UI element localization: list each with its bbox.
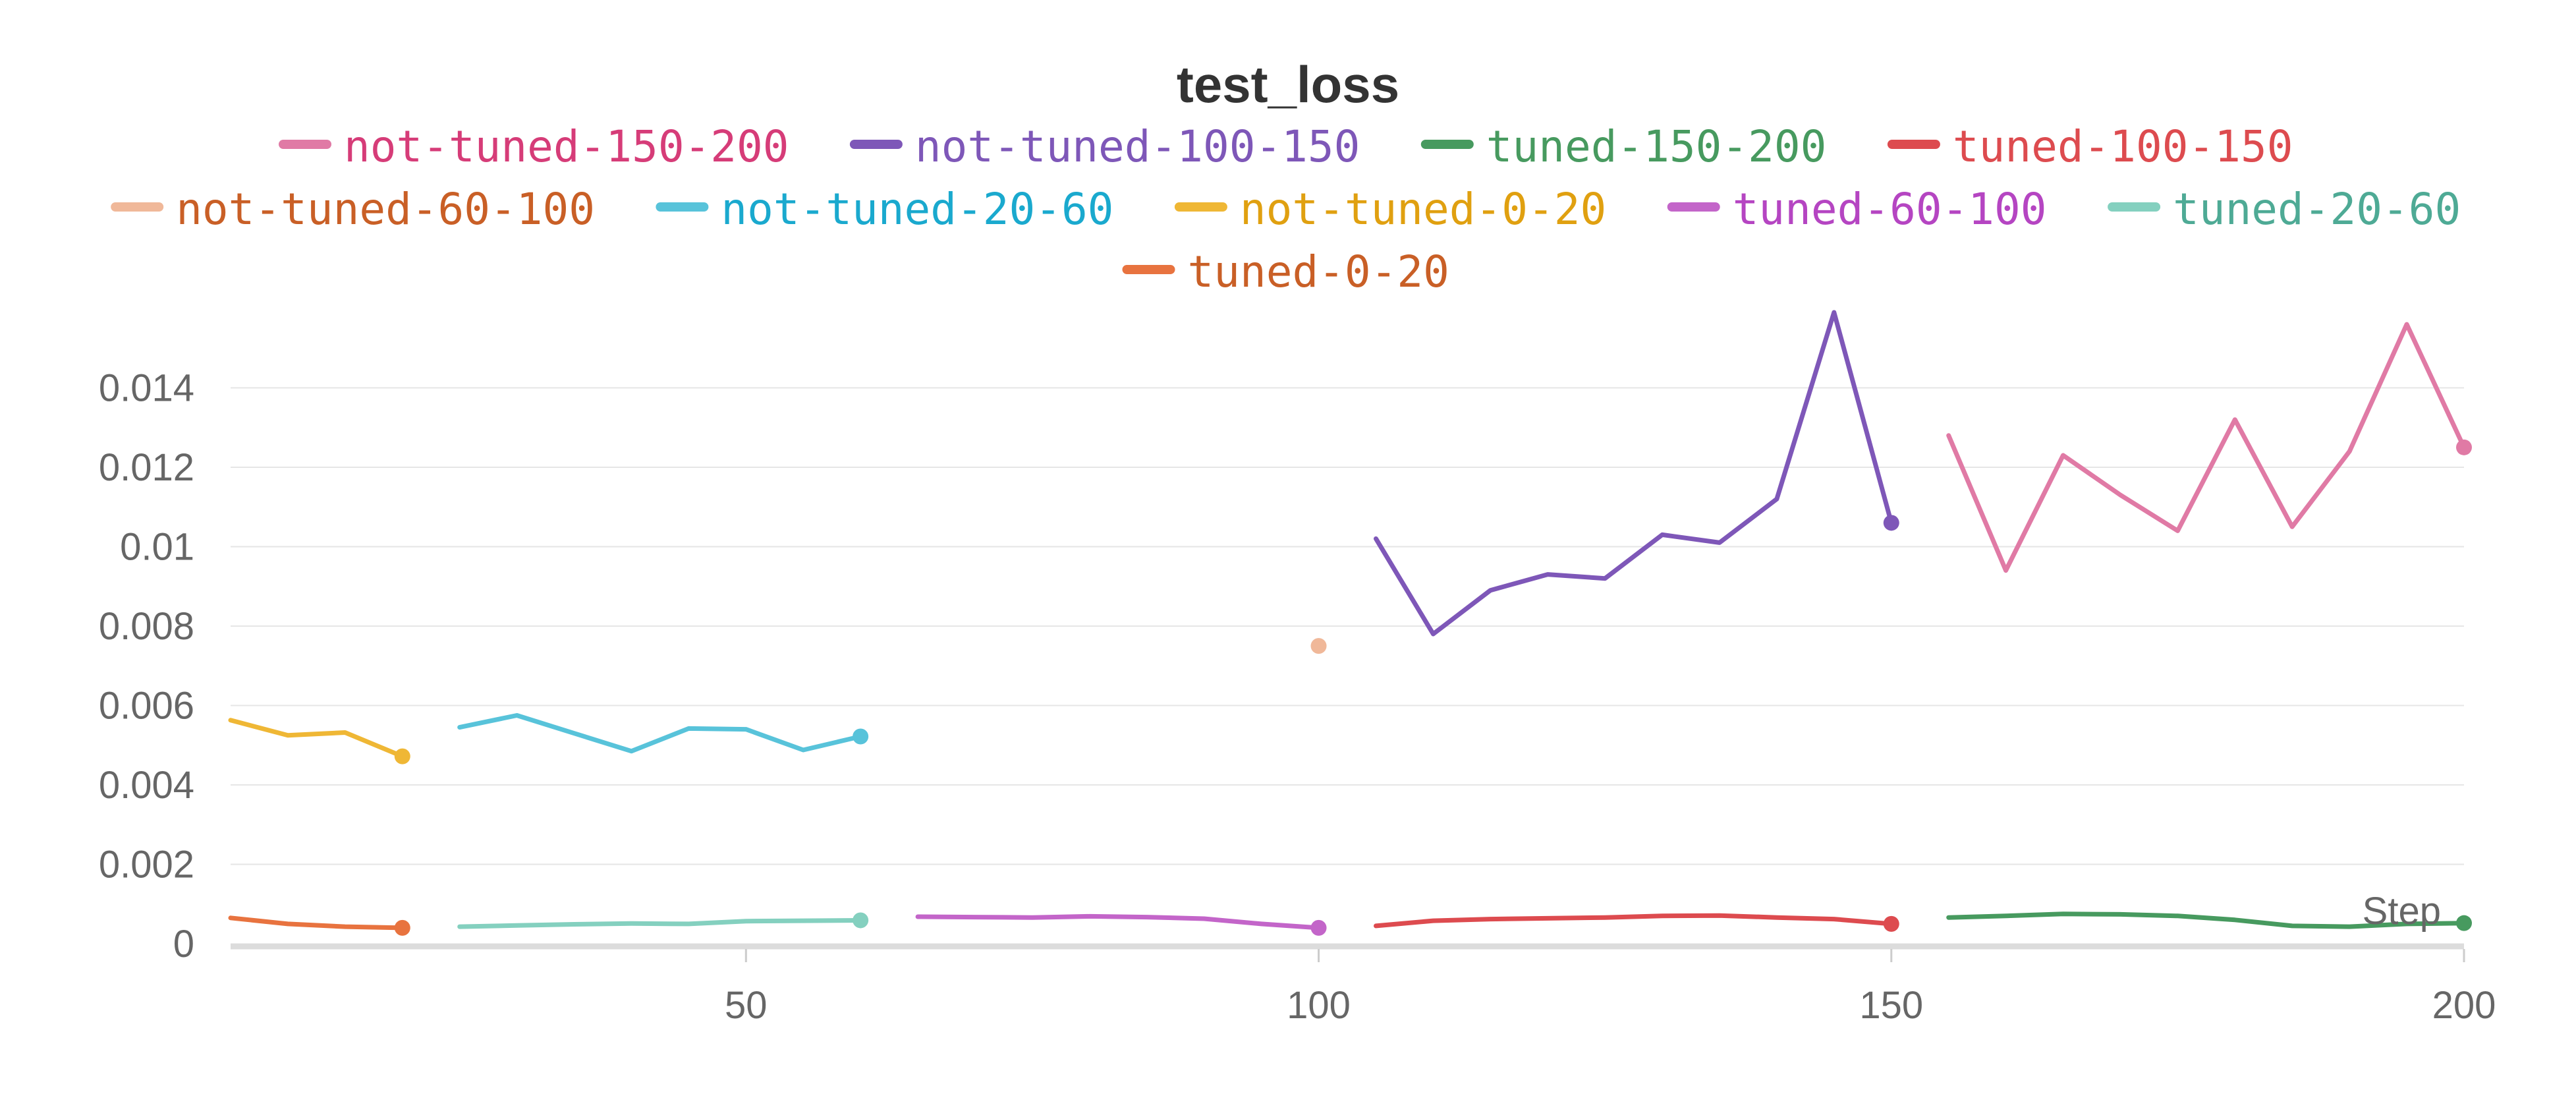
series-end-point-tuned-60-100: [1310, 919, 1327, 936]
series-end-point-tuned-100-150: [1883, 915, 1899, 932]
series-line-tuned-60-100: [915, 913, 1321, 931]
series-end-point-not-tuned-150-200: [2456, 439, 2472, 455]
y-axis-ticks: 0 0.002 0.004 0.006 0.008 0.01 0.012 0.014: [99, 366, 194, 965]
x-axis-ticks: 50 100 150 200: [725, 949, 2496, 1027]
x-axis-label: Step: [2363, 890, 2441, 933]
y-tick-label: 0.008: [99, 605, 194, 648]
x-tick-label: 200: [2432, 984, 2496, 1027]
series-line-not-tuned-150-200: [1946, 322, 2467, 573]
series-line-not-tuned-20-60: [457, 713, 863, 754]
x-tick-label: 100: [1287, 984, 1351, 1027]
series-end-point-tuned-20-60: [853, 912, 869, 929]
legend-item-tuned-0-20[interactable]: tuned-0-20: [1122, 246, 1449, 297]
series-line-tuned-100-150: [1374, 913, 1894, 929]
series-end-point-tuned-0-20: [394, 919, 410, 936]
series-end-point-not-tuned-20-60: [853, 728, 869, 745]
series-line-not-tuned-0-20: [228, 718, 405, 759]
y-tick-label: 0.014: [99, 366, 194, 409]
series-line-tuned-150-200: [1946, 911, 2467, 929]
grid: [231, 387, 2464, 950]
x-tick-label: 150: [1859, 984, 1923, 1027]
legend-item-tuned-20-60[interactable]: tuned-20-60: [2108, 184, 2461, 235]
legend-item-not-tuned-60-100[interactable]: not-tuned-60-100: [111, 184, 595, 235]
chart-title: test_loss: [1177, 55, 1399, 113]
legend-item-not-tuned-150-200[interactable]: not-tuned-150-200: [279, 121, 789, 172]
legend: not-tuned-150-200 not-tuned-100-150 tuned-…: [111, 121, 2461, 297]
legend-item-tuned-60-100[interactable]: tuned-60-100: [1667, 184, 2047, 235]
legend-item-not-tuned-20-60[interactable]: not-tuned-20-60: [656, 184, 1113, 235]
series-end-point-not-tuned-100-150: [1883, 515, 1899, 531]
legend-item-not-tuned-100-150[interactable]: not-tuned-100-150: [849, 121, 1360, 172]
legend-label: not-tuned-60-100: [176, 184, 595, 235]
legend-item-tuned-100-150[interactable]: tuned-100-150: [1887, 121, 2293, 172]
series-line-not-tuned-100-150: [1374, 310, 1894, 637]
series-end-point-tuned-150-200: [2456, 915, 2472, 931]
legend-item-not-tuned-0-20[interactable]: not-tuned-0-20: [1174, 184, 1606, 235]
legend-label: tuned-150-200: [1486, 121, 1827, 172]
legend-item-tuned-150-200[interactable]: tuned-150-200: [1420, 121, 1827, 172]
legend-label: tuned-0-20: [1188, 246, 1449, 297]
y-tick-label: 0.002: [99, 843, 194, 886]
y-tick-label: 0.004: [99, 764, 194, 807]
y-tick-label: 0.006: [99, 684, 194, 727]
legend-label: tuned-100-150: [1953, 121, 2293, 172]
y-tick-label: 0: [173, 923, 194, 965]
legend-label: not-tuned-150-200: [344, 121, 789, 172]
legend-label: not-tuned-20-60: [721, 184, 1113, 235]
series-line-tuned-20-60: [457, 918, 863, 929]
series-end-point-not-tuned-0-20: [394, 748, 410, 764]
series-end-point-not-tuned-60-100: [1310, 638, 1327, 654]
legend-label: not-tuned-100-150: [915, 121, 1360, 172]
x-tick-label: 50: [725, 984, 768, 1027]
series-line-tuned-0-20: [228, 915, 405, 931]
legend-label: tuned-20-60: [2173, 184, 2461, 235]
y-tick-label: 0.012: [99, 446, 194, 489]
y-tick-label: 0.01: [120, 525, 194, 568]
legend-label: tuned-60-100: [1733, 184, 2047, 235]
series-group: [228, 310, 2472, 936]
legend-label: not-tuned-0-20: [1240, 184, 1606, 235]
